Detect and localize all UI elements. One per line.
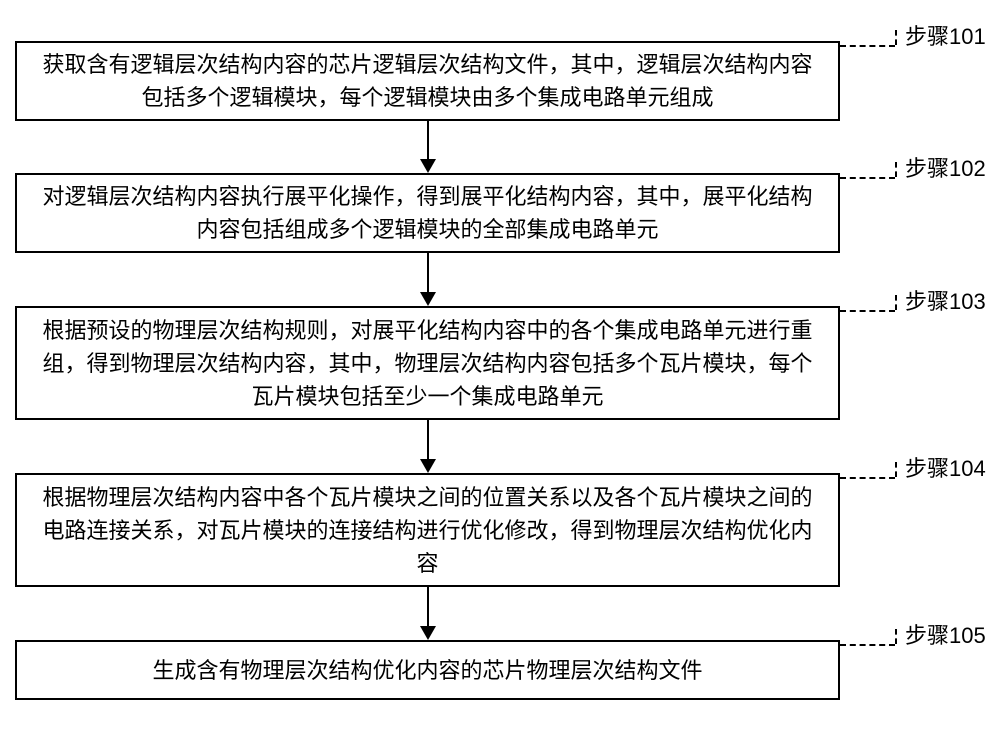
step-102-text: 对逻辑层次结构内容执行展平化操作，得到展平化结构内容，其中，展平化结构内容包括组…: [37, 180, 818, 246]
step-102-box: 对逻辑层次结构内容执行展平化操作，得到展平化结构内容，其中，展平化结构内容包括组…: [15, 173, 840, 253]
step-104-text: 根据物理层次结构内容中各个瓦片模块之间的位置关系以及各个瓦片模块之间的电路连接关…: [37, 481, 818, 580]
step-101-dash-h: [840, 45, 895, 47]
step-103-dash-v: [895, 295, 897, 310]
step-105-text: 生成含有物理层次结构优化内容的芯片物理层次结构文件: [152, 654, 702, 687]
step-105-box: 生成含有物理层次结构优化内容的芯片物理层次结构文件: [15, 640, 840, 700]
step-104-label: 步骤104: [905, 451, 986, 483]
step-102-dash-v: [895, 162, 897, 177]
arrow-1-line: [427, 253, 429, 292]
arrow-2-head: [420, 459, 436, 473]
step-104-dash-h: [840, 477, 895, 479]
flowchart-container: 获取含有逻辑层次结构内容的芯片逻辑层次结构文件，其中，逻辑层次结构内容包括多个逻…: [0, 0, 1000, 738]
step-105-dash-h: [840, 644, 895, 646]
arrow-0-head: [420, 159, 436, 173]
step-101-label: 步骤101: [905, 19, 986, 51]
arrow-2-line: [427, 420, 429, 459]
step-105-dash-v: [895, 629, 897, 644]
step-104-dash-v: [895, 462, 897, 477]
arrow-0-line: [427, 121, 429, 159]
step-102-label: 步骤102: [905, 151, 986, 183]
step-105-label: 步骤105: [905, 618, 986, 650]
step-101-box: 获取含有逻辑层次结构内容的芯片逻辑层次结构文件，其中，逻辑层次结构内容包括多个逻…: [15, 41, 840, 121]
arrow-1-head: [420, 292, 436, 306]
step-101-text: 获取含有逻辑层次结构内容的芯片逻辑层次结构文件，其中，逻辑层次结构内容包括多个逻…: [37, 48, 818, 114]
step-103-label: 步骤103: [905, 284, 986, 316]
step-103-text: 根据预设的物理层次结构规则，对展平化结构内容中的各个集成电路单元进行重组，得到物…: [37, 314, 818, 413]
step-101-dash-v: [895, 30, 897, 45]
step-103-box: 根据预设的物理层次结构规则，对展平化结构内容中的各个集成电路单元进行重组，得到物…: [15, 306, 840, 420]
step-104-box: 根据物理层次结构内容中各个瓦片模块之间的位置关系以及各个瓦片模块之间的电路连接关…: [15, 473, 840, 587]
step-103-dash-h: [840, 310, 895, 312]
step-102-dash-h: [840, 177, 895, 179]
arrow-3-head: [420, 626, 436, 640]
arrow-3-line: [427, 587, 429, 626]
